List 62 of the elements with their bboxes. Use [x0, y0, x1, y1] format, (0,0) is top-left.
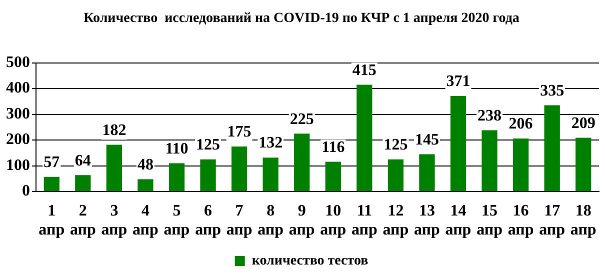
y-tick-label: 0 [22, 182, 30, 200]
data-label: 116 [322, 138, 345, 156]
bar [138, 179, 154, 192]
data-label: 371 [446, 73, 470, 90]
bar [106, 144, 122, 192]
x-tick-label: 5 апр [164, 202, 190, 239]
data-label: 110 [165, 140, 188, 158]
data-label: 145 [414, 131, 439, 148]
y-tick-label: 200 [6, 131, 30, 148]
bar [231, 146, 248, 192]
x-tick-label: 16 апр [508, 202, 534, 239]
data-label: 125 [196, 136, 220, 154]
x-tick-label: 14 апр [445, 202, 472, 239]
x-tick-label: 8 апр [258, 202, 284, 239]
chart-title: Количество исследований на COVID-19 по КЧР с 1 апреля 2020 года [84, 11, 520, 26]
x-tick-label: 1 апр [38, 202, 65, 239]
data-label: 206 [508, 116, 533, 133]
x-tick-label: 18 апр [570, 202, 596, 239]
y-tick-label: 100 [6, 156, 30, 174]
data-label: 175 [227, 124, 252, 141]
data-label: 125 [384, 136, 408, 154]
bar [262, 158, 278, 192]
data-label: 238 [478, 107, 502, 124]
data-label: 225 [290, 110, 314, 128]
y-tick-label: 300 [6, 105, 30, 122]
bar [512, 138, 529, 192]
x-tick-label: 10 апр [320, 202, 346, 239]
data-label: 182 [102, 122, 126, 139]
data-label: 57 [44, 154, 60, 172]
x-tick-label: 2 апр [70, 202, 96, 239]
data-label: 48 [137, 156, 154, 174]
data-label: 64 [74, 152, 91, 170]
x-tick-label: 6 апр [195, 202, 222, 239]
bar [200, 159, 216, 192]
bar [325, 162, 341, 192]
bar [75, 175, 91, 192]
bar [294, 134, 310, 192]
data-label: 132 [258, 134, 283, 152]
bar [450, 96, 466, 192]
bar [44, 176, 60, 192]
x-tick-label: 13 апр [414, 202, 440, 239]
bar [168, 163, 185, 192]
bar [576, 138, 592, 192]
data-label: 415 [352, 62, 376, 79]
x-tick-label: 4 апр [132, 202, 159, 239]
x-tick-label: 17 апр [539, 202, 566, 239]
x-tick-label: 11 апр [351, 202, 378, 239]
data-label: 335 [540, 82, 564, 100]
x-tick-label: 15 апр [476, 202, 503, 239]
bar [544, 105, 560, 192]
bar [419, 154, 435, 192]
x-tick-label: 3 апр [101, 202, 128, 239]
bar [356, 84, 372, 192]
bar [388, 159, 404, 192]
x-tick-label: 7 апр [226, 202, 252, 239]
y-tick-label: 400 [6, 80, 30, 97]
x-tick-label: 12 апр [382, 202, 409, 239]
legend-label: количество тестов [252, 254, 369, 269]
data-label: 209 [571, 114, 596, 132]
y-tick-label: 500 [6, 54, 30, 71]
x-tick-label: 9 апр [288, 202, 315, 239]
bar [482, 130, 498, 192]
